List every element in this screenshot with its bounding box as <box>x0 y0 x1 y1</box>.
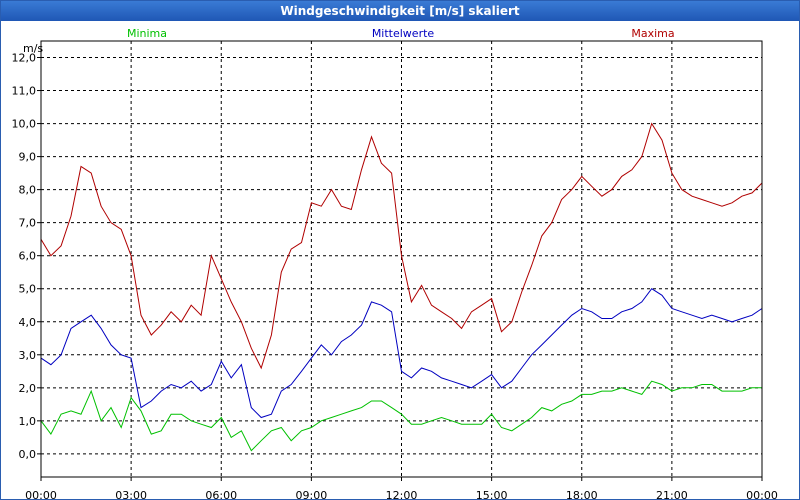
plot-area-border <box>40 40 763 478</box>
y-tick-label: 5,0 <box>19 283 37 296</box>
y-tick-label: 6,0 <box>19 250 37 263</box>
x-tick-time-label: 00:00 <box>746 489 778 499</box>
y-tick-label: 2,0 <box>19 382 37 395</box>
legend-mittelwerte: Mittelwerte <box>372 27 435 40</box>
x-tick-time-label: 15:00 <box>476 489 508 499</box>
x-tick-time-label: 09:00 <box>296 489 328 499</box>
series-lines <box>40 122 763 452</box>
y-tick-label: 4,0 <box>19 316 37 329</box>
x-tick-time-label: 18:00 <box>566 489 598 499</box>
y-tick-label: 0,0 <box>19 448 37 461</box>
series-line-mittelwerte <box>40 288 763 419</box>
y-tick-label: 1,0 <box>19 415 37 428</box>
y-axis-unit: m/s <box>23 42 43 55</box>
legend-maxima: Maxima <box>631 27 674 40</box>
y-tick-label: 3,0 <box>19 349 37 362</box>
y-tick-label: 12,0 <box>12 52 37 65</box>
wind-speed-chart: Minima Mittelwerte Maxima m/s 0,0 1,0 2,0 3… <box>12 27 778 499</box>
series-line-maxima <box>40 122 763 370</box>
legend-minima: Minima <box>127 27 167 40</box>
x-tick-time-label: 21:00 <box>656 489 688 499</box>
axis-ticks: 0,0 1,0 2,0 3,0 4,0 5,0 6,0 7,0 8,0 9,0 10,0 11,0 12… <box>12 52 778 499</box>
grid-lines <box>41 41 762 477</box>
y-tick-label: 10,0 <box>12 118 37 131</box>
x-tick-time-label: 03:00 <box>115 489 147 499</box>
y-tick-label: 11,0 <box>12 85 37 98</box>
series-line-minima <box>40 380 762 452</box>
y-tick-label: 7,0 <box>19 217 37 230</box>
window-title: Windgeschwindigkeit [m/s] skaliert <box>1 1 799 21</box>
y-tick-label: 9,0 <box>19 151 37 164</box>
x-tick-time-label: 06:00 <box>205 489 237 499</box>
x-tick-time-label: 12:00 <box>386 489 418 499</box>
x-tick-time-label: 00:00 <box>25 489 57 499</box>
y-tick-label: 8,0 <box>19 184 37 197</box>
